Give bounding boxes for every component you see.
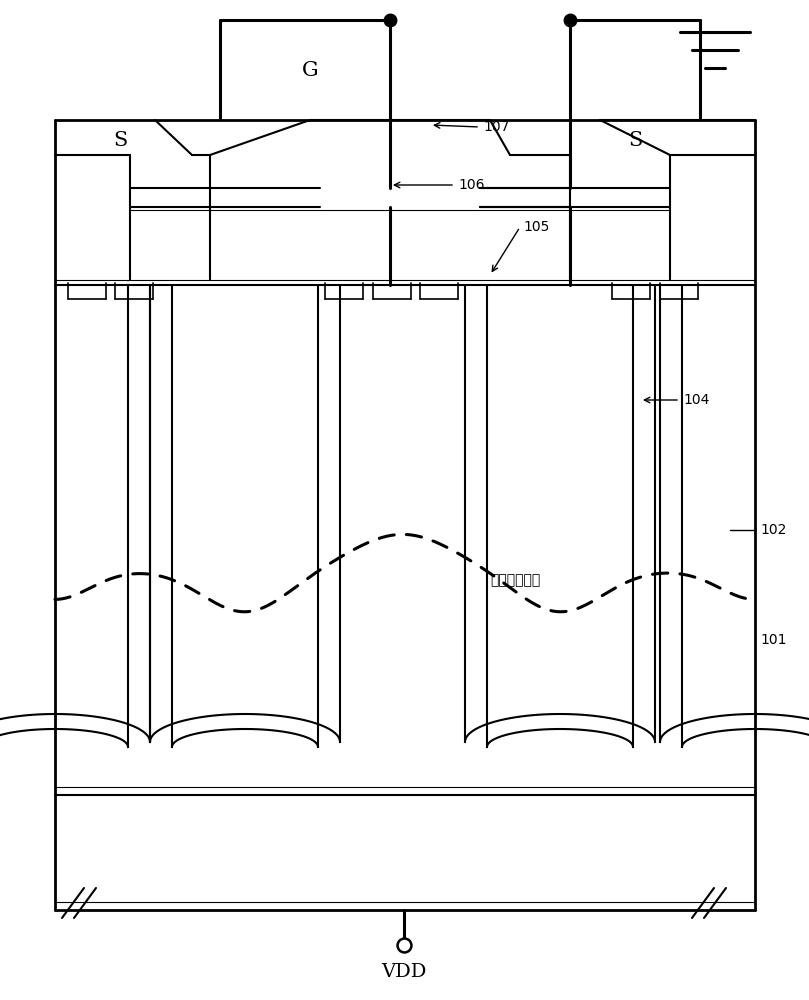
Text: 106: 106 — [458, 178, 485, 192]
Text: 104: 104 — [683, 393, 709, 407]
Text: 耗尽层等势线: 耗尽层等势线 — [490, 573, 540, 587]
Text: 105: 105 — [523, 220, 549, 234]
Text: 102: 102 — [760, 523, 786, 537]
Text: G: G — [302, 60, 318, 80]
Text: VDD: VDD — [381, 963, 426, 981]
Text: S: S — [113, 130, 127, 149]
Text: 101: 101 — [760, 633, 786, 647]
Text: 107: 107 — [483, 120, 510, 134]
Text: S: S — [628, 130, 642, 149]
